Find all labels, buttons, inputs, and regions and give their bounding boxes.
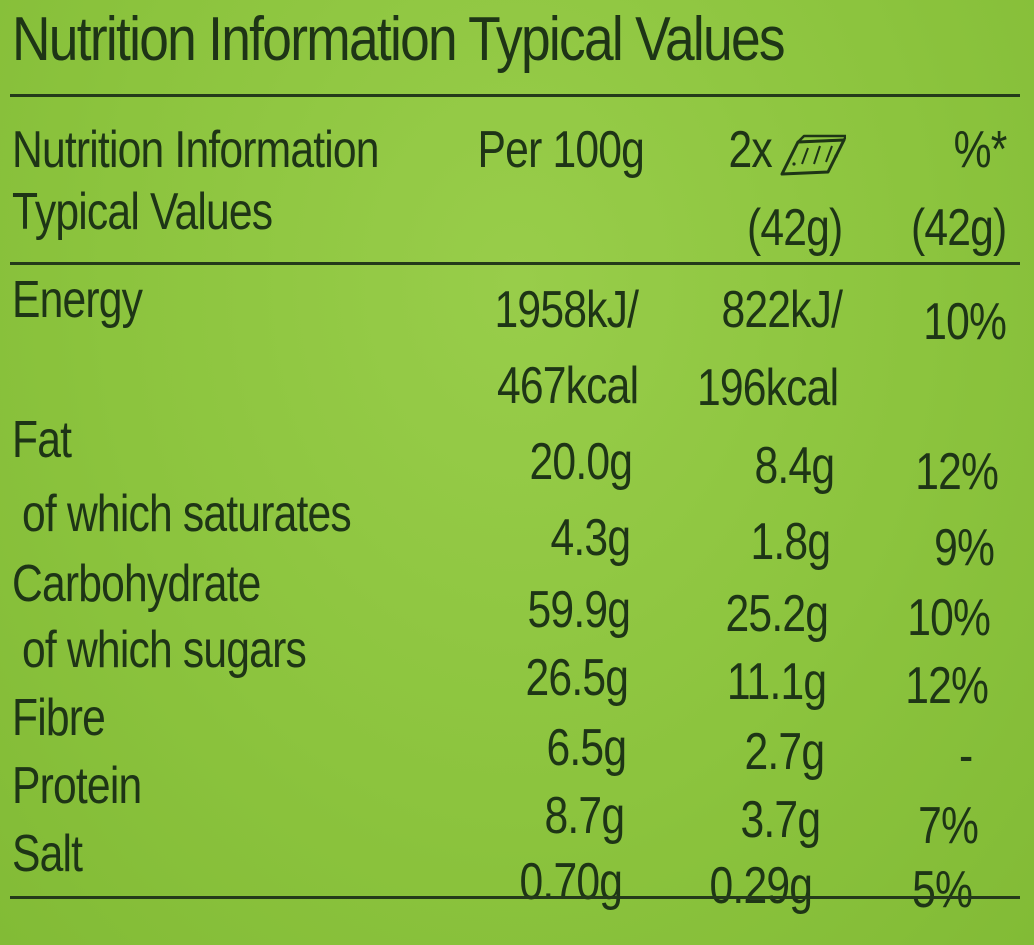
- row-protein-per100: 8.7g: [544, 787, 625, 845]
- row-fat-serving: 8.4g: [754, 437, 835, 495]
- row-carbohydrate-pct: 10%: [907, 589, 991, 647]
- cereal-bar-icon: [780, 134, 846, 176]
- row-protein-name: Protein: [12, 757, 142, 815]
- row-carbohydrate-name: Carbohydrate: [12, 555, 261, 613]
- row-energy-per100: 1958kJ/: [494, 281, 638, 339]
- row-fibre-serving: 2.7g: [744, 723, 825, 781]
- row-protein-serving: 3.7g: [740, 791, 821, 849]
- header-per-100g: Per 100g: [477, 121, 645, 179]
- table-bottom-divider: [10, 896, 1020, 899]
- header-percent-weight: (42g): [910, 199, 1007, 257]
- row-saturates-name: of which saturates: [22, 485, 352, 543]
- row-fat-pct: 12%: [915, 443, 999, 501]
- row-carbohydrate-per100: 59.9g: [527, 581, 630, 639]
- row-fibre-per100: 6.5g: [546, 719, 627, 777]
- row-sugars-pct: 12%: [905, 657, 989, 715]
- row-fat-per100: 20.0g: [529, 433, 632, 491]
- row-sugars-serving: 11.1g: [726, 653, 827, 711]
- row-protein-pct: 7%: [918, 797, 979, 855]
- row-energy-pct: 10%: [923, 293, 1007, 351]
- header-label-line1: Nutrition Information: [12, 121, 380, 179]
- header-divider: [10, 262, 1020, 265]
- row-salt-pct: 5%: [912, 861, 973, 919]
- row-saturates-pct: 9%: [934, 519, 995, 577]
- row-energy-kcal-serving: 196kcal: [696, 359, 839, 417]
- row-salt-name: Salt: [12, 825, 83, 883]
- row-energy-kcal-per100: 467kcal: [496, 357, 639, 415]
- row-carbohydrate-serving: 25.2g: [725, 585, 828, 643]
- row-fat-name: Fat: [12, 411, 72, 469]
- row-saturates-serving: 1.8g: [750, 513, 831, 571]
- row-sugars-per100: 26.5g: [525, 649, 628, 707]
- header-serving-weight: (42g): [746, 199, 843, 257]
- row-energy-serving: 822kJ/: [721, 281, 843, 339]
- row-fibre-name: Fibre: [12, 689, 106, 747]
- row-sugars-name: of which sugars: [22, 621, 307, 679]
- header-percent: %*: [953, 121, 1007, 179]
- row-saturates-per100: 4.3g: [550, 509, 631, 567]
- row-salt-per100: 0.70g: [519, 853, 622, 911]
- header-label-line2: Typical Values: [12, 183, 273, 241]
- title-divider: [10, 94, 1020, 97]
- row-fibre-pct: -: [958, 727, 973, 785]
- row-energy-name: Energy: [12, 271, 143, 329]
- page-title: Nutrition Information Typical Values: [12, 5, 786, 74]
- header-serving-prefix: 2x: [728, 121, 773, 179]
- row-salt-serving: 0.29g: [709, 857, 812, 915]
